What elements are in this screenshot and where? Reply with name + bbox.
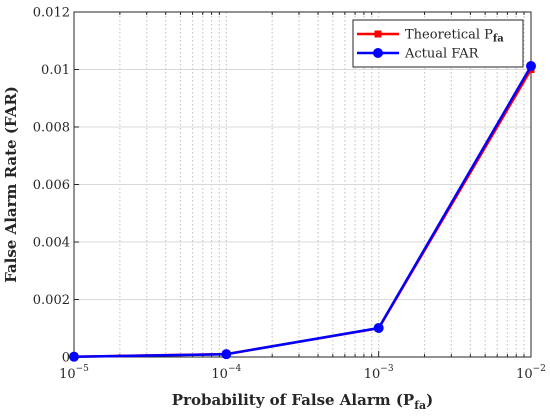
x-axis-label: Probability of False Alarm (Pfa) — [172, 391, 433, 412]
legend-box — [352, 19, 524, 68]
x-tick-label: 10−5 — [59, 364, 89, 382]
legend-entry-theoretical: Theoretical Pfa — [357, 28, 504, 45]
x-axis-label-end: ) — [426, 391, 433, 409]
y-tick-label: 0.002 — [33, 293, 70, 308]
data-point-actual — [526, 61, 536, 72]
x-tick-label-exponent: −3 — [380, 364, 394, 374]
legend-label-theoretical: Theoretical Pfa — [405, 28, 504, 45]
y-tick-label: 0.006 — [33, 178, 70, 193]
data-point-actual — [373, 322, 384, 333]
y-axis-label: False Alarm Rate (FAR) — [2, 86, 20, 283]
x-tick-label-base: 10 — [211, 367, 228, 382]
legend: Theoretical Pfa Actual FAR — [352, 19, 524, 68]
x-tick-label-base: 10 — [516, 367, 533, 382]
x-axis-label-main: Probability of False Alarm (P — [172, 391, 414, 409]
y-tick-label: 0.01 — [41, 63, 70, 78]
x-axis-label-sub: fa — [414, 399, 426, 412]
legend-marker-theoretical — [374, 30, 382, 38]
x-tick-label: 10−3 — [364, 364, 394, 382]
y-tick-label: 0.004 — [33, 236, 70, 251]
legend-label-actual: Actual FAR — [404, 47, 480, 62]
series-line-actual — [73, 65, 533, 358]
x-tick-label: 10−4 — [211, 364, 241, 382]
x-tick-label-exponent: −2 — [533, 364, 546, 374]
legend-label-actual-main: Actual FAR — [404, 47, 480, 62]
x-tick-label-base: 10 — [59, 367, 76, 382]
x-tick-label-exponent: −5 — [76, 364, 90, 374]
legend-label-theoretical-main: Theoretical P — [405, 28, 493, 43]
grid-lines — [74, 12, 531, 357]
y-tick-label: 0 — [62, 351, 70, 366]
y-tick-label: 0.012 — [33, 6, 70, 21]
data-point-actual — [221, 349, 232, 360]
x-tick-label-exponent: −4 — [228, 364, 242, 374]
x-tick-label-base: 10 — [364, 367, 381, 382]
x-tick-label: 10−2 — [516, 364, 546, 382]
legend-marker-actual — [373, 48, 383, 58]
y-tick-label: 0.008 — [33, 121, 70, 136]
data-point-actual — [69, 351, 79, 362]
legend-label-theoretical-sub: fa — [493, 34, 504, 45]
series-layer — [69, 61, 536, 362]
legend-entry-actual: Actual FAR — [357, 47, 480, 62]
series-line-theoretical — [73, 68, 533, 358]
